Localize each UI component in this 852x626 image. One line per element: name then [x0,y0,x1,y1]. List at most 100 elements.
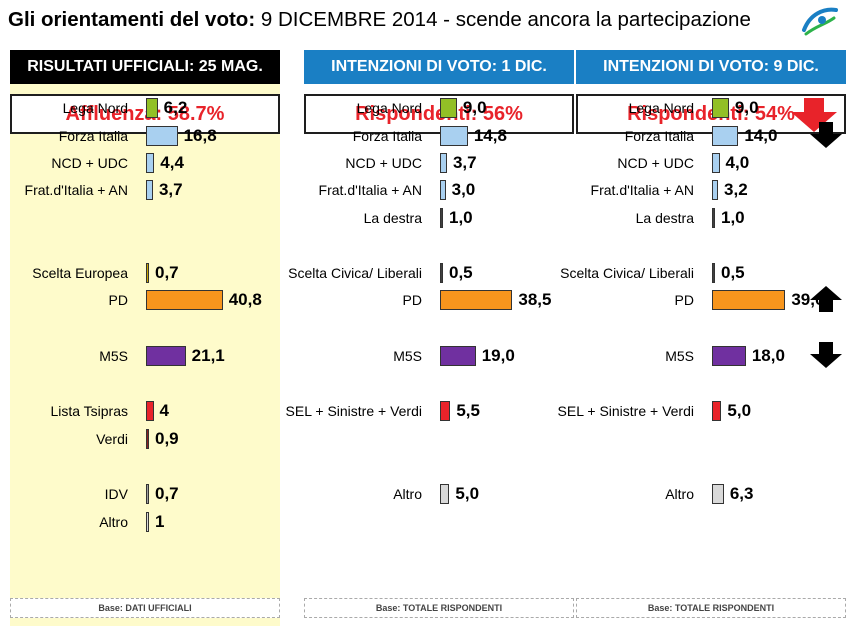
party-label: Forza Italia [624,128,694,144]
bar-2-3 [440,153,447,173]
panel-headline: Affluenza: 58.7% [10,94,280,134]
value-label: 3,0 [451,180,476,199]
chart-row: Altro 1 [10,510,280,534]
chart-row: Altro 6,3 [576,482,846,506]
value-label: 19,0 [481,346,515,365]
party-label: La destra [363,210,422,226]
bar-2-10 [440,484,450,504]
panel-header: RISULTATI UFFICIALI: 25 MAG. [10,50,280,84]
bar-1-6 [146,290,223,310]
chart-row: Forza Italia 16,8 [10,124,280,148]
party-label: NCD + UDC [345,155,422,171]
chart-row: PD 40,8 [10,288,280,312]
bar-2-6 [440,263,443,283]
value-label: 1 [155,512,165,531]
party-label: PD [402,292,422,308]
chart-panel-1: RISULTATI UFFICIALI: 25 MAG. Affluenza: 5… [10,50,280,626]
bar-1-11 [146,512,149,532]
value-label: 4,4 [160,153,184,172]
chart-row: PD 38,5 [304,288,574,312]
chart-row: Lista Tsipras 4 [10,399,280,423]
bar-1-1 [146,98,158,118]
bar-3-8 [712,346,746,366]
party-label: Scelta Europea [32,265,128,281]
chart-row: Lega Nord 9,0 [304,96,574,120]
title-subtitle: 9 DICEMBRE 2014 - scende ancora la parte… [260,8,751,31]
trend-down-red-arrow-icon [791,98,837,137]
bar-2-4 [440,180,446,200]
party-label: PD [108,292,128,308]
chart-row: Scelta Civica/ Liberali 0,5 [288,261,574,285]
value-label: 5,5 [456,401,480,420]
trend-up-arrow-icon [810,286,842,317]
bar-1-8 [146,401,154,421]
party-label: Lega Nord [356,100,422,116]
party-label: Altro [665,486,694,502]
chart-row: La destra 1,0 [576,206,846,230]
bar-2-2 [440,126,468,146]
panel-footer: Base: TOTALE RISPONDENTI [576,598,846,618]
party-label: Forza Italia [58,128,128,144]
bar-2-1 [440,98,457,118]
party-label: IDV [104,486,128,502]
value-label: 40,8 [228,290,262,309]
party-label: Forza Italia [352,128,422,144]
bar-3-9 [712,401,722,421]
chart-row: NCD + UDC 3,7 [304,151,574,175]
panel-header: INTENZIONI DI VOTO: 9 DIC. [576,50,846,84]
chart-row: SEL + Sinistre + Verdi 5,0 [558,399,846,423]
value-label: 1,0 [721,208,745,227]
party-label: Lista Tsipras [50,403,128,419]
value-label: 3,7 [452,153,477,172]
party-label: SEL + Sinistre + Verdi [285,403,422,419]
chart-panel-3: INTENZIONI DI VOTO: 9 DIC. Rispondenti: 5… [558,50,846,626]
value-label: 9,0 [734,98,759,117]
panel-header: INTENZIONI DI VOTO: 1 DIC. [304,50,574,84]
chart-row: Scelta Civica/ Liberali 0,5 [560,261,846,285]
bar-2-7 [440,290,513,310]
value-label: 9,0 [462,98,487,117]
bar-2-8 [440,346,476,366]
chart-row: IDV 0,7 [10,482,280,506]
chart-row: Frat.d'Italia + AN 3,2 [576,178,846,202]
value-label: 16,8 [183,126,217,145]
chart-row: M5S 18,0 [576,342,846,368]
party-label: M5S [393,348,422,364]
chart-panel-2: INTENZIONI DI VOTO: 1 DIC. Rispondenti: 5… [286,50,574,626]
party-label: Lega Nord [62,100,128,116]
party-label: Altro [393,486,422,502]
party-label: La destra [635,210,694,226]
value-label: 3,2 [724,180,748,199]
value-label: 6,3 [729,484,754,503]
value-label: 6,2 [163,98,188,117]
chart-row: Lega Nord 9,0 [576,96,846,120]
value-label: 14,8 [473,126,507,145]
bar-3-10 [712,484,724,504]
chart-row: NCD + UDC 4,4 [10,151,280,175]
bar-1-10 [146,484,149,504]
party-label: M5S [665,348,694,364]
trend-down-arrow-icon [810,342,842,373]
chart-row: Altro 5,0 [304,482,574,506]
value-label: 5,0 [727,401,752,420]
bar-1-2 [146,126,178,146]
value-label: 4 [159,401,169,420]
value-label: 5,0 [455,484,480,503]
value-label: 38,5 [518,290,552,309]
bar-3-4 [712,180,719,200]
chart-row: Lega Nord 6,2 [10,96,280,120]
bar-1-9 [146,429,149,449]
bar-3-3 [712,153,720,173]
bar-3-6 [712,263,715,283]
value-label: 21,1 [191,346,225,365]
bar-3-2 [712,126,739,146]
bar-1-4 [146,180,153,200]
value-label: 0,5 [721,263,745,282]
party-label: Scelta Civica/ Liberali [288,265,422,281]
bar-2-9 [440,401,451,421]
party-label: Verdi [96,431,128,447]
chart-row: La destra 1,0 [304,206,574,230]
bar-3-5 [712,208,715,228]
value-label: 0,5 [449,263,473,282]
chart-row: Forza Italia 14,8 [304,124,574,148]
